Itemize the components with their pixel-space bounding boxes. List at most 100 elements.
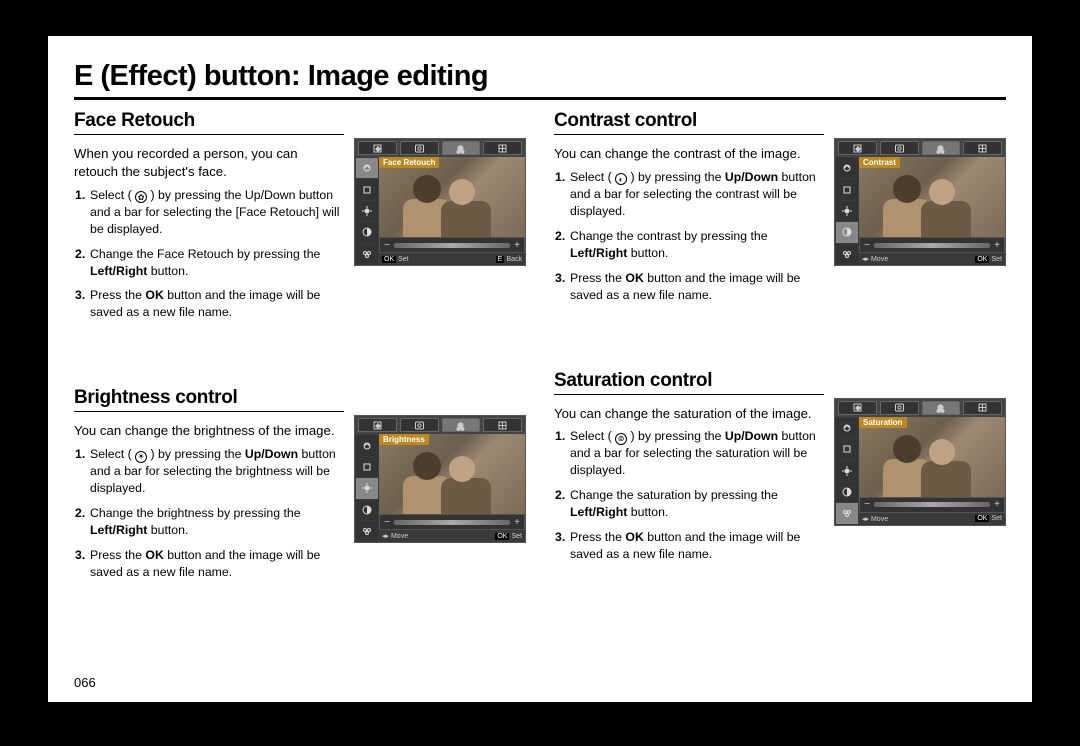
step: Change the brightness by pressing the Le…	[90, 505, 344, 539]
step: Press the OK button and the image will b…	[570, 270, 824, 304]
lcd-bottom-bar: ◂▸ MoveOKSet	[379, 530, 525, 542]
section: Saturation control You can change the sat…	[554, 370, 1006, 572]
lcd-side-icon	[356, 158, 378, 178]
lcd-photo: Contrast	[859, 157, 1005, 237]
lcd-side-icon	[836, 244, 858, 264]
lcd-slider: −+	[380, 515, 524, 529]
section-title: Contrast control	[554, 110, 824, 135]
lcd-photo: Brightness	[379, 434, 525, 514]
step: Press the OK button and the image will b…	[90, 547, 344, 581]
section: Face Retouch When you recorded a person, …	[74, 110, 526, 329]
steps-list: Select ( ✿ ) by pressing the Up/Down but…	[74, 187, 344, 322]
lcd-tab	[400, 418, 439, 432]
lcd-tabs	[835, 399, 1005, 417]
lcd-tab	[442, 418, 481, 432]
option-icon: ⊚	[615, 433, 627, 445]
lcd-side-icon	[356, 521, 378, 541]
lcd-side-icon	[356, 500, 378, 520]
lcd-mode-label: Brightness	[379, 434, 429, 445]
lcd-side-icon	[836, 179, 858, 199]
lcd-side-icon	[356, 244, 378, 264]
lcd-tab	[922, 141, 961, 155]
step: Select ( ✿ ) by pressing the Up/Down but…	[90, 187, 344, 238]
step: Change the saturation by pressing the Le…	[570, 487, 824, 521]
lcd-side-icon	[356, 478, 378, 498]
lcd-tab	[880, 401, 919, 415]
lcd-mode-label: Contrast	[859, 157, 900, 168]
step: Press the OK button and the image will b…	[570, 529, 824, 563]
lcd-side-icon	[836, 418, 858, 438]
lcd-side-icon	[836, 460, 858, 480]
steps-list: Select ( ☀ ) by pressing the Up/Down but…	[74, 446, 344, 581]
section-title: Saturation control	[554, 370, 824, 395]
lcd-sidebar	[355, 434, 379, 542]
lcd-tab	[838, 141, 877, 155]
lcd-tab	[400, 141, 439, 155]
lcd-bottom-bar: ◂▸ MoveOKSet	[859, 513, 1005, 525]
lcd-side-icon	[836, 503, 858, 523]
lcd-side-icon	[356, 201, 378, 221]
lcd-tab	[483, 418, 522, 432]
lcd-slider: −+	[380, 238, 524, 252]
lcd-side-icon	[356, 179, 378, 199]
lcd-side-icon	[356, 457, 378, 477]
lcd-side-icon	[836, 201, 858, 221]
step: Select ( ☀ ) by pressing the Up/Down but…	[90, 446, 344, 497]
section: Contrast control You can change the contr…	[554, 110, 1006, 312]
option-icon: ◐	[615, 173, 627, 185]
lcd-side-icon	[836, 222, 858, 242]
lcd-mode-label: Face Retouch	[379, 157, 439, 168]
step: Select ( ◐ ) by pressing the Up/Down but…	[570, 169, 824, 220]
page-title: E (Effect) button: Image editing	[74, 60, 1006, 100]
lcd-tab	[442, 141, 481, 155]
camera-lcd: Face Retouch −+OKSetEBack	[354, 138, 526, 266]
lcd-photo: Face Retouch	[379, 157, 525, 237]
manual-page: E (Effect) button: Image editing Face Re…	[48, 36, 1032, 702]
lcd-sidebar	[835, 157, 859, 265]
lcd-bottom-bar: ◂▸ MoveOKSet	[859, 253, 1005, 265]
section-title: Face Retouch	[74, 110, 344, 135]
camera-lcd: Saturation −+◂▸ MoveOKSet	[834, 398, 1006, 526]
lcd-tabs	[355, 416, 525, 434]
lcd-mode-label: Saturation	[859, 417, 907, 428]
section-intro: When you recorded a person, you can reto…	[74, 145, 344, 181]
lcd-side-icon	[356, 435, 378, 455]
option-icon: ✿	[135, 191, 147, 203]
lcd-sidebar	[355, 157, 379, 265]
step: Change the Face Retouch by pressing the …	[90, 246, 344, 280]
section-intro: You can change the brightness of the ima…	[74, 422, 344, 440]
lcd-tab	[880, 141, 919, 155]
section-intro: You can change the contrast of the image…	[554, 145, 824, 163]
lcd-slider: −+	[860, 238, 1004, 252]
section-title: Brightness control	[74, 387, 344, 412]
page-number: 066	[74, 675, 96, 690]
camera-lcd: Contrast −+◂▸ MoveOKSet	[834, 138, 1006, 266]
section: Brightness control You can change the bri…	[74, 387, 526, 589]
lcd-tab	[358, 141, 397, 155]
lcd-tab	[838, 401, 877, 415]
lcd-sidebar	[835, 417, 859, 525]
columns: Face Retouch When you recorded a person, …	[74, 110, 1006, 680]
step: Select ( ⊚ ) by pressing the Up/Down but…	[570, 428, 824, 479]
lcd-tab	[963, 141, 1002, 155]
step: Change the contrast by pressing the Left…	[570, 228, 824, 262]
lcd-side-icon	[356, 222, 378, 242]
lcd-tabs	[835, 139, 1005, 157]
lcd-slider: −+	[860, 498, 1004, 512]
steps-list: Select ( ◐ ) by pressing the Up/Down but…	[554, 169, 824, 304]
lcd-side-icon	[836, 439, 858, 459]
camera-lcd: Brightness −+◂▸ MoveOKSet	[354, 415, 526, 543]
lcd-tabs	[355, 139, 525, 157]
option-icon: ☀	[135, 451, 147, 463]
step: Press the OK button and the image will b…	[90, 287, 344, 321]
lcd-tab	[358, 418, 397, 432]
lcd-side-icon	[836, 158, 858, 178]
lcd-tab	[483, 141, 522, 155]
left-column: Face Retouch When you recorded a person, …	[74, 110, 526, 680]
right-column: Contrast control You can change the contr…	[554, 110, 1006, 680]
section-intro: You can change the saturation of the ima…	[554, 405, 824, 423]
steps-list: Select ( ⊚ ) by pressing the Up/Down but…	[554, 428, 824, 563]
lcd-bottom-bar: OKSetEBack	[379, 253, 525, 265]
lcd-tab	[922, 401, 961, 415]
lcd-side-icon	[836, 482, 858, 502]
